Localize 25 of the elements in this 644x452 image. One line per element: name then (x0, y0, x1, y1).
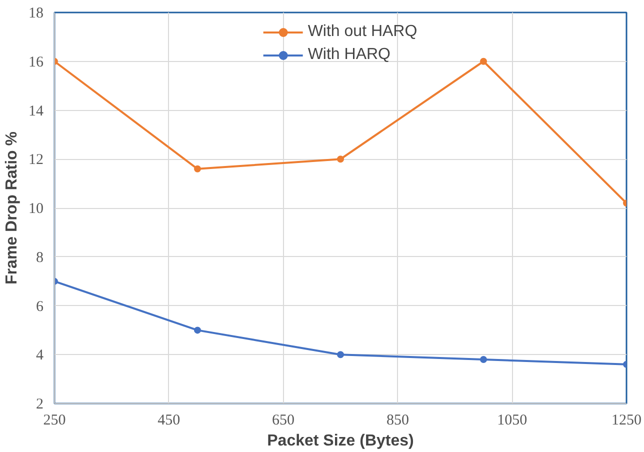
y-tick-label: 14 (28, 103, 44, 120)
point (480, 356, 487, 364)
x-tick-label: 850 (386, 412, 409, 428)
x-tick-label: 450 (158, 412, 180, 428)
y-tick-label: 16 (28, 54, 44, 70)
x-tick-label: 250 (43, 412, 66, 428)
point (337, 156, 344, 163)
legend-label: With out HARQ (308, 23, 418, 41)
y-tick-label: 2 (36, 396, 44, 412)
x-axis-title: Packet Size (Bytes) (267, 432, 414, 450)
y-tick-label: 18 (28, 6, 44, 22)
y-tick-label: 4 (36, 348, 44, 364)
x-tick-label: 1050 (497, 412, 528, 428)
y-tick-label: 10 (28, 201, 44, 217)
point (194, 165, 201, 172)
point (194, 326, 201, 334)
x-tick-label: 650 (272, 412, 295, 428)
point (337, 351, 344, 358)
point (480, 58, 487, 65)
legend-label: With HARQ (308, 46, 390, 64)
y-tick-label: 6 (36, 298, 44, 315)
x-tick-label: 1250 (612, 412, 642, 428)
y-tick-label: 12 (28, 152, 44, 168)
y-axis-title: Frame Drop Ratio % (4, 132, 20, 284)
y-tick-label: 8 (36, 250, 44, 266)
